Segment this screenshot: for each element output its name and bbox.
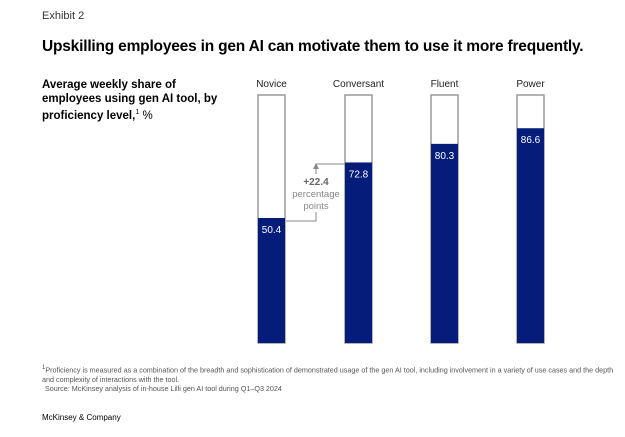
unit-label: % bbox=[142, 109, 153, 122]
category-label: Conversant bbox=[333, 79, 384, 90]
bar bbox=[258, 218, 285, 343]
footnote-text: 1Proficiency is measured as a combinatio… bbox=[42, 364, 622, 384]
data-label: 50.4 bbox=[262, 225, 282, 236]
annotation-bracket-upper bbox=[315, 163, 345, 174]
category-label: Novice bbox=[256, 79, 287, 90]
bar bbox=[431, 143, 458, 343]
bar bbox=[517, 128, 544, 343]
chart-subtitle: Average weekly share of employees using … bbox=[42, 78, 232, 123]
annotation-value: +22.4 bbox=[303, 177, 329, 188]
subtitle-text: Average weekly share of employees using … bbox=[42, 79, 218, 122]
footnote-mark: 1 bbox=[42, 365, 46, 371]
data-label: 72.8 bbox=[349, 169, 369, 180]
footnote-mark: 1 bbox=[135, 109, 140, 116]
data-label: 86.6 bbox=[521, 135, 541, 146]
footnote: 1Proficiency is measured as a combinatio… bbox=[42, 364, 622, 394]
annotation-bracket-lower bbox=[286, 212, 317, 222]
annotation-line2: points bbox=[303, 201, 329, 212]
source-note: Source: McKinsey analysis of in-house Li… bbox=[45, 384, 282, 394]
footnote-body: Proficiency is measured as a combination… bbox=[42, 365, 614, 384]
data-label: 80.3 bbox=[435, 151, 455, 162]
category-label: Fluent bbox=[431, 79, 459, 90]
arrow-up-icon bbox=[313, 163, 319, 169]
annotation-line1: percentage bbox=[292, 189, 340, 200]
brand-logo: McKinsey & Company bbox=[42, 413, 121, 422]
category-label: Power bbox=[516, 79, 545, 90]
chart-title: Upskilling employees in gen AI can motiv… bbox=[42, 38, 584, 55]
annotation: +22.4 percentage points bbox=[286, 163, 345, 222]
bar bbox=[345, 162, 372, 343]
exhibit-label: Exhibit 2 bbox=[42, 10, 85, 22]
